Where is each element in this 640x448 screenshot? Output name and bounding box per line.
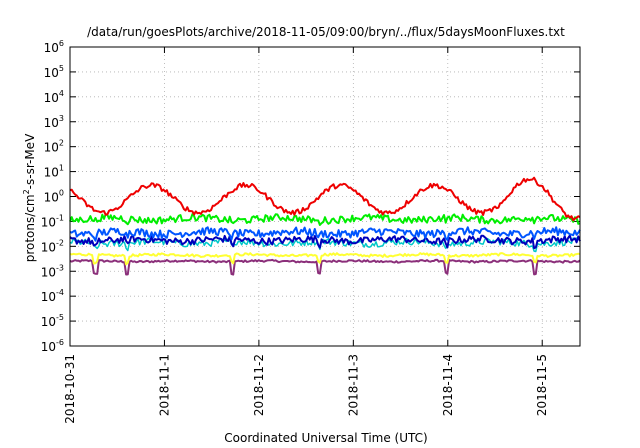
- y-tick-exponent: 2: [59, 139, 64, 148]
- x-tick-label: 2018-11-2: [252, 354, 266, 416]
- y-tick-exponent: 6: [59, 39, 64, 48]
- grid-lines: [70, 47, 580, 346]
- y-tick-base: 10: [44, 91, 59, 105]
- y-tick-exponent: -2: [56, 238, 64, 247]
- y-axis-label-main: protons/cm: [23, 194, 37, 262]
- y-tick-base: 10: [41, 240, 56, 254]
- plot-border: [69, 46, 581, 347]
- series-group: [69, 176, 581, 276]
- y-tick-label: 10-5: [41, 313, 64, 329]
- x-tick-label: 2018-11-1: [157, 354, 171, 416]
- y-tick-exponent: -6: [56, 338, 64, 347]
- y-tick-label: 106: [44, 39, 64, 55]
- y-tick-base: 10: [41, 340, 56, 354]
- y-tick-base: 10: [44, 66, 59, 80]
- series-line: [69, 252, 581, 266]
- y-tick-exponent: -3: [56, 263, 64, 272]
- x-axis: 2018-10-31 2018-11-1 2018-11-2 2018-11-3 201…: [63, 47, 549, 424]
- y-axis: 10-610-510-410-310-210-11001011021031041…: [41, 39, 580, 354]
- y-tick-exponent: -5: [56, 313, 64, 322]
- y-tick-base: 10: [41, 290, 56, 304]
- y-tick-base: 10: [44, 166, 59, 180]
- y-tick-label: 103: [44, 114, 64, 130]
- y-tick-exponent: 4: [59, 89, 64, 98]
- y-tick-base: 10: [41, 215, 56, 229]
- x-tick-label: 2018-11-5: [535, 354, 549, 416]
- y-tick-label: 102: [44, 139, 64, 155]
- y-tick-exponent: 3: [59, 114, 64, 123]
- y-tick-base: 10: [44, 191, 59, 205]
- y-tick-label: 100: [44, 189, 64, 205]
- x-axis-label: Coordinated Universal Time (UTC): [224, 431, 427, 445]
- series-line: [69, 258, 581, 276]
- y-axis-label-unit: -s-sr-MeV: [23, 133, 37, 189]
- y-tick-exponent: 1: [59, 164, 64, 173]
- y-tick-label: 10-6: [41, 338, 64, 354]
- y-tick-exponent: -4: [56, 288, 64, 297]
- y-tick-label: 101: [44, 164, 64, 180]
- x-tick-label: 2018-10-31: [63, 354, 77, 424]
- y-tick-label: 105: [44, 64, 64, 80]
- series-line: [69, 234, 581, 250]
- y-tick-exponent: 0: [59, 189, 64, 198]
- x-tick-label: 2018-11-4: [441, 354, 455, 416]
- series-line: [69, 213, 581, 226]
- y-tick-label: 104: [44, 89, 64, 105]
- y-tick-base: 10: [41, 315, 56, 329]
- y-tick-base: 10: [41, 265, 56, 279]
- y-tick-label: 10-2: [41, 238, 64, 254]
- x-tick-label: 2018-11-3: [346, 354, 360, 416]
- y-tick-exponent: -1: [56, 213, 64, 222]
- chart-title: /data/run/goesPlots/archive/2018-11-05/0…: [87, 25, 565, 39]
- y-tick-exponent: 5: [59, 64, 64, 73]
- y-tick-label: 10-3: [41, 263, 64, 279]
- y-tick-base: 10: [44, 116, 59, 130]
- series-line: [69, 176, 581, 222]
- y-tick-label: 10-4: [41, 288, 64, 304]
- y-axis-label-superscript: 2: [22, 189, 31, 194]
- series-line: [69, 226, 581, 242]
- y-axis-label: protons/cm2-s-sr-MeV: [22, 133, 37, 262]
- y-tick-base: 10: [44, 141, 59, 155]
- y-tick-label: 10-1: [41, 213, 64, 229]
- y-tick-base: 10: [44, 41, 59, 55]
